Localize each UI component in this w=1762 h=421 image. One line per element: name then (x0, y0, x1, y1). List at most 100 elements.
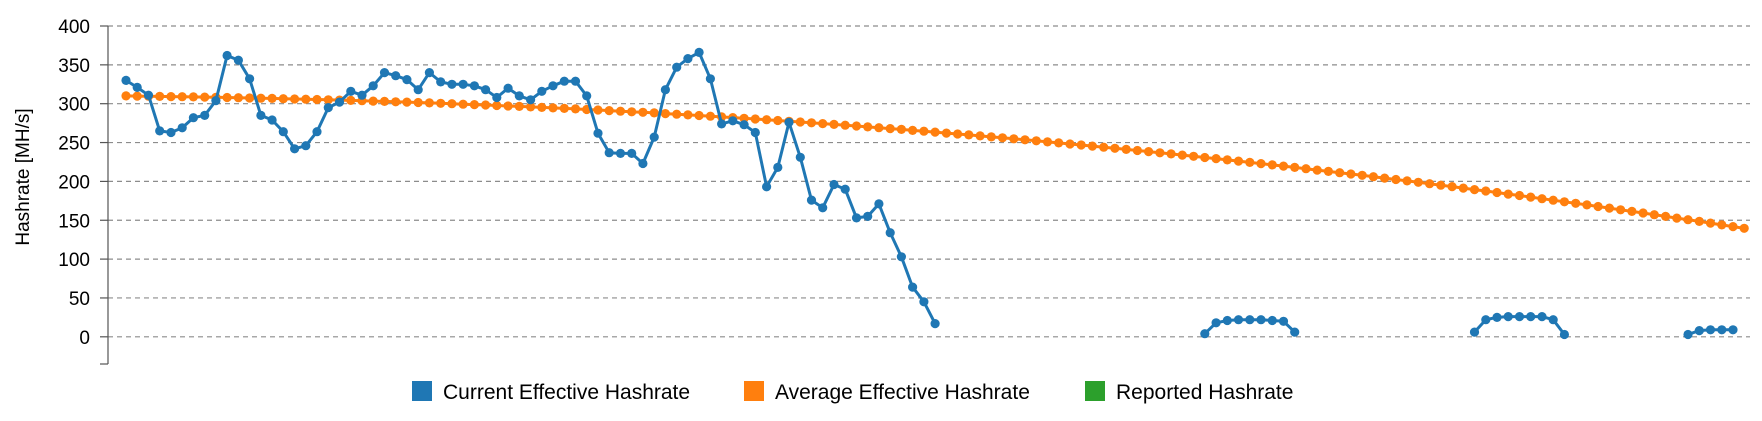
current-effective-hashrate-point-128 (1559, 329, 1569, 340)
average-effective-hashrate-point-20 (346, 95, 356, 105)
legend: Current Effective Hashrate Average Effect… (412, 381, 1293, 404)
current-effective-hashrate-point-101 (1256, 315, 1266, 325)
average-effective-hashrate-point-31 (469, 100, 479, 110)
average-effective-hashrate-point-25 (402, 97, 412, 107)
current-effective-hashrate-point-103 (1278, 316, 1289, 326)
average-effective-hashrate-series (121, 91, 1749, 233)
current-effective-hashrate-point-10 (233, 55, 243, 65)
current-effective-hashrate-point-46 (638, 158, 648, 169)
average-effective-hashrate-point-103 (1278, 161, 1289, 171)
average-effective-hashrate-point-135 (1638, 208, 1648, 218)
average-effective-hashrate-line-segment-0 (124, 94, 1746, 230)
y-tick-label-100: 100 (58, 250, 90, 271)
current-effective-hashrate-point-66 (863, 211, 873, 221)
average-effective-hashrate-point-100 (1245, 157, 1255, 167)
current-effective-hashrate-point-31 (469, 81, 479, 91)
y-tick-label-0: 0 (79, 328, 90, 349)
current-effective-hashrate-point-124 (1514, 312, 1525, 322)
average-effective-hashrate-point-28 (436, 98, 446, 108)
average-effective-hashrate-point-44 (615, 106, 626, 116)
current-effective-hashrate-point-20 (346, 86, 356, 96)
legend-swatch-reported-hashrate (1085, 381, 1105, 401)
average-effective-hashrate-point-141 (1705, 218, 1716, 228)
average-effective-hashrate-point-16 (301, 94, 311, 104)
average-effective-hashrate-point-133 (1616, 205, 1626, 215)
average-effective-hashrate-point-136 (1649, 210, 1659, 220)
average-effective-hashrate-point-109 (1346, 169, 1356, 179)
current-effective-hashrate-point-53 (717, 119, 727, 129)
current-effective-hashrate-point-125 (1526, 312, 1536, 322)
average-effective-hashrate-point-89 (1121, 144, 1131, 154)
current-effective-hashrate-point-56 (750, 127, 760, 138)
current-effective-hashrate-point-143 (1728, 325, 1738, 335)
average-effective-hashrate-point-81 (1031, 136, 1041, 146)
current-effective-hashrate-line-segment-0 (124, 50, 937, 326)
average-effective-hashrate-point-17 (312, 94, 322, 105)
current-effective-hashrate-point-4 (166, 127, 176, 138)
current-effective-hashrate-point-21 (357, 90, 367, 100)
average-effective-hashrate-point-29 (447, 99, 457, 109)
average-effective-hashrate-point-18 (323, 95, 333, 105)
current-effective-hashrate-point-29 (447, 79, 457, 89)
average-effective-hashrate-point-37 (537, 102, 547, 112)
current-effective-hashrate-point-25 (402, 75, 412, 85)
legend-item-reported-hashrate[interactable]: Reported Hashrate (1085, 381, 1293, 404)
current-effective-hashrate-point-139 (1683, 329, 1693, 340)
current-effective-hashrate-point-38 (548, 81, 558, 91)
average-effective-hashrate-point-3 (155, 91, 165, 101)
current-effective-hashrate-point-99 (1233, 315, 1244, 325)
average-effective-hashrate-point-113 (1391, 174, 1401, 185)
legend-swatch-average-effective-hashrate (744, 381, 764, 401)
current-effective-hashrate-point-16 (301, 141, 311, 151)
legend-item-average-effective-hashrate[interactable]: Average Effective Hashrate (744, 381, 1030, 404)
current-effective-hashrate-point-2 (143, 90, 154, 100)
average-effective-hashrate-point-120 (1469, 185, 1480, 195)
average-effective-hashrate-point-125 (1526, 192, 1536, 202)
average-effective-hashrate-point-6 (188, 92, 198, 102)
current-effective-hashrate-point-1 (132, 82, 142, 92)
average-effective-hashrate-point-115 (1413, 177, 1423, 187)
current-effective-hashrate-point-24 (391, 71, 401, 81)
average-effective-hashrate-point-66 (863, 122, 873, 132)
current-effective-hashrate-point-58 (773, 162, 783, 172)
current-effective-hashrate-point-65 (851, 213, 862, 223)
average-effective-hashrate-point-11 (245, 93, 255, 103)
average-effective-hashrate-point-138 (1672, 213, 1682, 223)
legend-item-current-effective-hashrate[interactable]: Current Effective Hashrate (412, 381, 690, 404)
average-effective-hashrate-point-40 (570, 104, 581, 114)
current-effective-hashrate-point-120 (1469, 327, 1480, 337)
average-effective-hashrate-point-131 (1593, 201, 1603, 212)
current-effective-hashrate-point-7 (200, 110, 210, 120)
average-effective-hashrate-point-49 (672, 109, 682, 119)
current-effective-hashrate-point-28 (436, 77, 446, 87)
average-effective-hashrate-point-99 (1233, 156, 1244, 166)
current-effective-hashrate-point-3 (155, 126, 165, 136)
current-effective-hashrate-point-15 (290, 144, 300, 154)
average-effective-hashrate-point-123 (1503, 189, 1513, 199)
average-effective-hashrate-point-127 (1548, 195, 1558, 205)
average-effective-hashrate-point-7 (200, 92, 210, 102)
average-effective-hashrate-point-64 (840, 120, 850, 130)
average-effective-hashrate-point-43 (604, 106, 614, 116)
average-effective-hashrate-point-112 (1380, 173, 1390, 183)
current-effective-hashrate-point-6 (188, 113, 198, 123)
average-effective-hashrate-point-30 (458, 99, 468, 109)
current-effective-hashrate-point-14 (278, 127, 288, 137)
y-tick-label-50: 50 (69, 289, 90, 310)
average-effective-hashrate-point-35 (514, 101, 524, 111)
current-effective-hashrate-point-55 (739, 120, 749, 130)
average-effective-hashrate-point-4 (166, 92, 176, 102)
average-effective-hashrate-point-70 (908, 125, 918, 135)
average-effective-hashrate-point-58 (773, 115, 783, 126)
current-effective-hashrate-point-48 (660, 85, 671, 95)
average-effective-hashrate-point-98 (1222, 155, 1232, 165)
average-effective-hashrate-point-144 (1739, 223, 1749, 233)
average-effective-hashrate-point-126 (1537, 194, 1547, 204)
average-effective-hashrate-point-24 (391, 97, 401, 107)
current-effective-hashrate-point-44 (615, 148, 626, 158)
current-effective-hashrate-point-63 (829, 179, 839, 190)
average-effective-hashrate-point-77 (986, 132, 996, 142)
average-effective-hashrate-point-116 (1425, 179, 1435, 189)
average-effective-hashrate-point-26 (413, 97, 423, 108)
current-effective-hashrate-point-42 (593, 128, 603, 138)
